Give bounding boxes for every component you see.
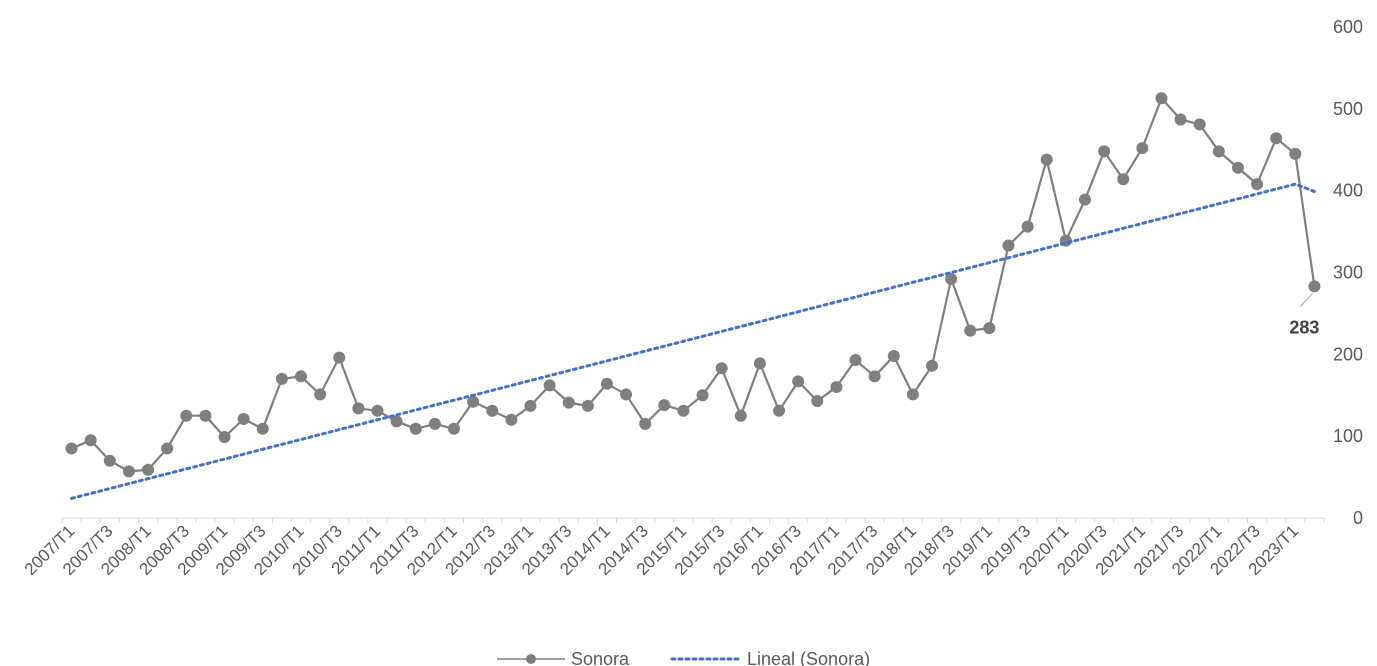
series-sonora-point [600,377,613,390]
series-sonora-point [677,404,690,417]
series-sonora-point [333,351,346,364]
series-sonora-point [218,430,231,443]
series-sonora-point [1193,118,1206,131]
y-tick-label: 0 [1353,508,1363,528]
y-tick-label: 200 [1333,344,1363,364]
series-sonora-point [734,409,747,422]
y-tick-label: 100 [1333,426,1363,446]
series-sonora-point [945,273,958,286]
series-sonora-point [467,395,480,408]
legend-sonora-label: Sonora [571,649,630,666]
series-sonora-point [371,404,384,417]
series-sonora-point [1136,142,1149,155]
series-sonora-line [71,97,1316,473]
series-sonora-point [295,370,308,383]
series-sonora-point [715,362,728,375]
legend-sonora-marker [526,654,536,664]
series-sonora-point [906,388,919,401]
series-sonora-point [849,354,862,367]
series-sonora-point [256,422,269,435]
series-lineal-sonora-trendline [70,182,1316,500]
series-sonora-point [84,434,97,447]
series-sonora-point [868,370,881,383]
series-sonora-point [122,465,135,478]
series-sonora-point [237,412,250,425]
y-tick-label: 400 [1333,181,1363,201]
series-sonora-point [753,357,766,370]
series-sonora-point [811,394,824,407]
x-axis: 2007/T12007/T32008/T12008/T32009/T12009/… [21,517,1325,579]
series-sonora-point [524,399,537,412]
series-sonora-point [275,372,288,385]
series-sonora-point [639,417,652,430]
series-sonora-point [352,402,365,415]
series-sonora-point [1308,280,1321,293]
series-sonora-point [543,379,556,392]
series-sonora-point [1002,239,1015,252]
series-sonora-point [447,422,460,435]
data-label: 283 [1289,317,1319,337]
series-sonora-point [964,324,977,337]
series-sonora-point [1040,153,1053,166]
series-sonora-point [562,396,575,409]
series-sonora-point [103,454,116,467]
series-sonora-point [1270,132,1283,145]
series-sonora-point [161,442,174,455]
series-sonora-point [65,442,78,455]
y-tick-label: 500 [1333,99,1363,119]
y-axis: 0 100 200 300 400 500 600 [1333,17,1363,528]
series-sonora-point [887,349,900,362]
series-sonora-point [926,359,939,372]
legend-lineal-label: Lineal (Sonora) [747,649,870,666]
series-sonora-point [390,415,403,428]
data-labels: 283 [1289,293,1319,337]
series-sonora-point [1289,147,1302,160]
series-sonora-point [1098,145,1111,158]
series-sonora-point [428,417,441,430]
series-sonora-point [180,409,193,422]
series-sonora-point [983,322,996,335]
series-sonora-point [1251,178,1264,191]
y-tick-label: 600 [1333,17,1363,37]
series-sonora-point [658,399,671,412]
series-sonora-point [1078,193,1091,206]
series-sonora-point [620,388,633,401]
legend: Sonora Lineal (Sonora) [497,649,870,666]
series-sonora-point [581,399,594,412]
series-sonora-point [1212,145,1225,158]
series-sonora-point [1021,220,1034,233]
series-layer [65,92,1321,500]
series-sonora-point [314,388,327,401]
series-sonora-point [409,422,422,435]
legend-item-lineal-sonora[interactable]: Lineal (Sonora) [670,649,870,666]
series-sonora-point [1155,92,1168,105]
series-sonora-point [696,389,709,402]
legend-item-sonora[interactable]: Sonora [497,649,630,666]
series-sonora-point [1174,113,1187,126]
data-label-leader [1300,293,1313,307]
series-sonora-point [486,404,499,417]
series-sonora-point [773,404,786,417]
y-tick-label: 300 [1333,263,1363,283]
series-sonora-point [199,409,212,422]
series-sonora-point [505,413,518,426]
series-sonora-point [1231,161,1244,174]
series-sonora-point [142,463,155,476]
series-sonora-point [792,375,805,388]
series-sonora-point [1117,173,1130,186]
series-sonora-point [830,381,843,394]
